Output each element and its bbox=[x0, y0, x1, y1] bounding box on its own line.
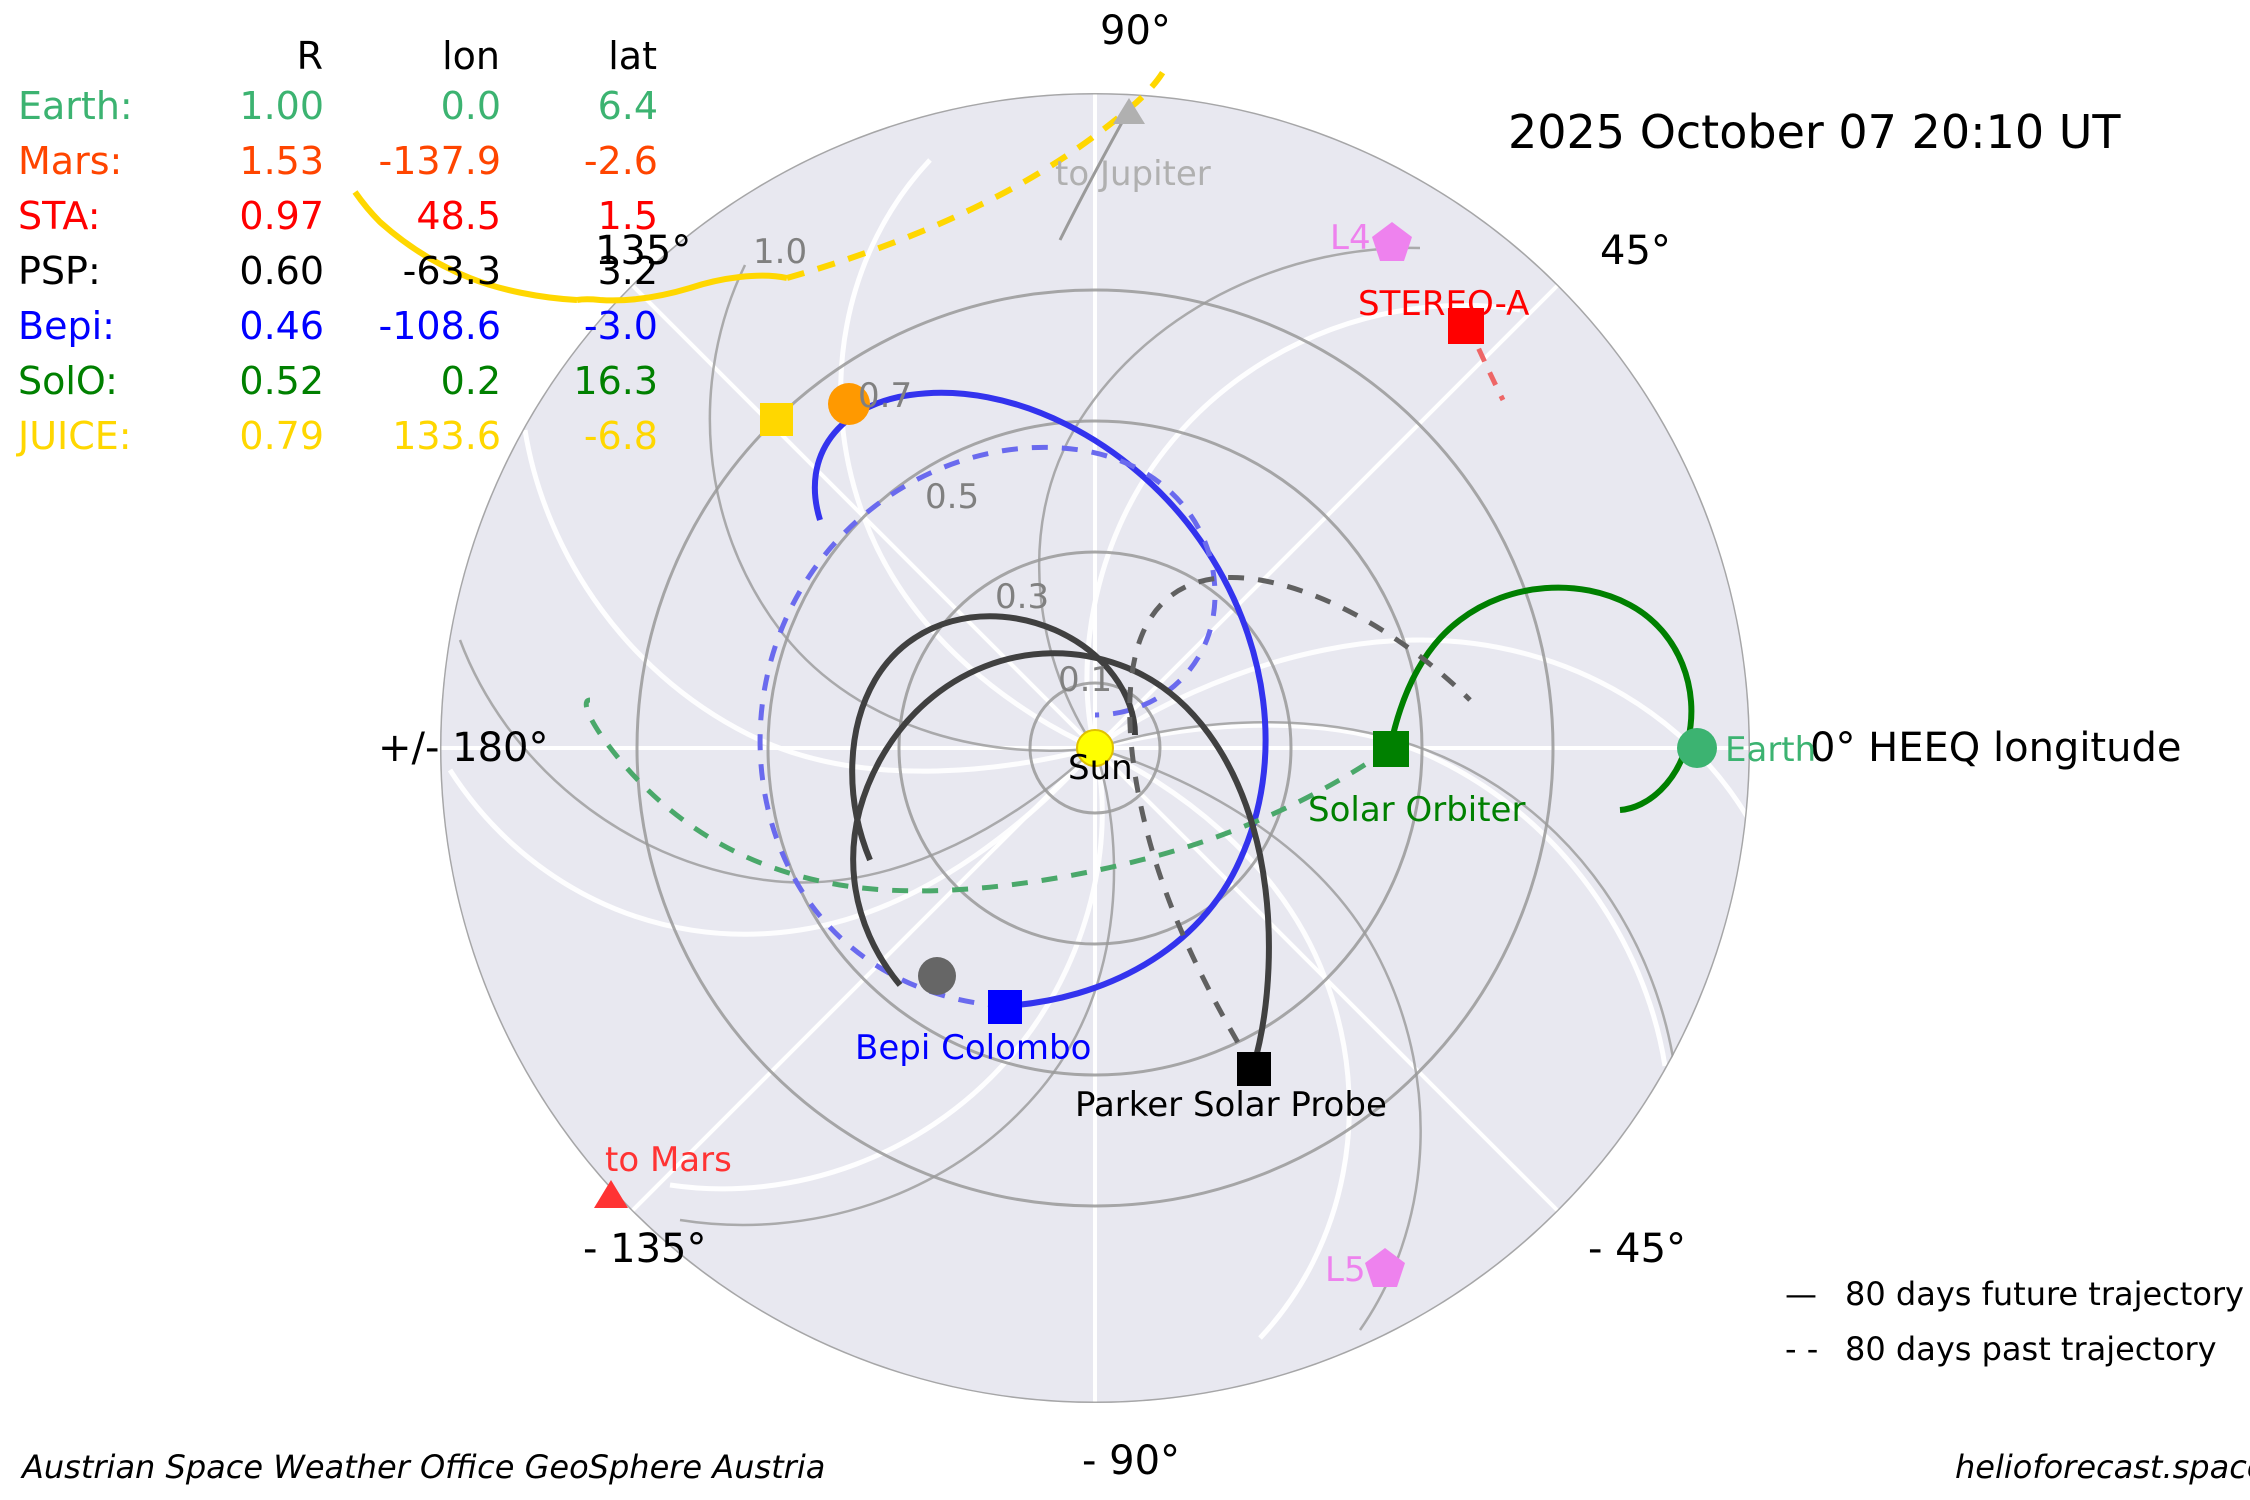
stereo-a-marker[interactable] bbox=[1448, 308, 1484, 344]
bepi-colombo-marker[interactable] bbox=[988, 990, 1022, 1024]
footer-right: helioforecast.space bbox=[1955, 1448, 2250, 1486]
position-table: R lon lat Earth: 1.00 0.0 6.4 Mars: 1.53… bbox=[18, 36, 658, 464]
juice-trajectory bbox=[352, 70, 1166, 304]
psp-trajectory bbox=[849, 575, 1472, 1070]
radius-tick-0.3: 0.3 bbox=[995, 577, 1050, 617]
angle-label-minus45: - 45° bbox=[1588, 1226, 1687, 1272]
row-r: 0.60 bbox=[239, 249, 324, 293]
angle-label-90: 90° bbox=[1100, 8, 1171, 54]
sun-label: Sun bbox=[1068, 748, 1133, 788]
stereo-a-label: STEREO-A bbox=[1358, 284, 1530, 324]
jupiter-direction-marker[interactable] bbox=[1113, 98, 1145, 124]
l4-marker[interactable] bbox=[1372, 222, 1412, 261]
earth-marker[interactable] bbox=[1677, 728, 1717, 768]
table-row: JUICE: 0.79 133.6 -6.8 bbox=[18, 409, 658, 464]
row-lat: 1.5 bbox=[597, 194, 658, 238]
legend-past-label: 80 days past trajectory bbox=[1845, 1330, 2217, 1368]
solo-future-path bbox=[1387, 584, 1695, 813]
row-lon: 48.5 bbox=[416, 194, 501, 238]
angle-label-minus135: - 135° bbox=[583, 1226, 707, 1272]
radius-tick-0.5: 0.5 bbox=[925, 477, 980, 517]
mercury-marker[interactable] bbox=[918, 957, 956, 995]
table-row: STA: 0.97 48.5 1.5 bbox=[18, 189, 658, 244]
position-table-grid: R lon lat Earth: 1.00 0.0 6.4 Mars: 1.53… bbox=[18, 36, 658, 464]
mars-proxy-marker[interactable] bbox=[828, 383, 870, 425]
bepi-trajectory bbox=[757, 389, 1269, 1009]
psp-label: Parker Solar Probe bbox=[1075, 1085, 1387, 1125]
row-lon: -137.9 bbox=[378, 139, 502, 183]
row-name: Mars: bbox=[18, 139, 123, 183]
header-lat: lat bbox=[608, 34, 657, 78]
row-lon: 133.6 bbox=[392, 414, 501, 458]
row-lon: 0.2 bbox=[440, 359, 501, 403]
juice-future-path bbox=[352, 190, 578, 303]
radius-tick-0.7: 0.7 bbox=[858, 376, 913, 416]
row-lat: 16.3 bbox=[573, 359, 658, 403]
row-lon: -63.3 bbox=[402, 249, 501, 293]
table-row: Bepi: 0.46 -108.6 -3.0 bbox=[18, 299, 658, 354]
solar-orbiter-label: Solar Orbiter bbox=[1308, 790, 1526, 830]
legend-future-dash: — bbox=[1785, 1275, 1817, 1313]
angle-label-180: +/- 180° bbox=[378, 725, 549, 771]
table-row: PSP: 0.60 -63.3 3.2 bbox=[18, 244, 658, 299]
row-lat: -2.6 bbox=[583, 139, 658, 183]
l5-marker[interactable] bbox=[1365, 1248, 1405, 1287]
legend-past-dash: - - bbox=[1785, 1330, 1819, 1368]
row-name: Bepi: bbox=[18, 304, 115, 348]
juice-past-path bbox=[786, 70, 1166, 281]
psp-marker[interactable] bbox=[1237, 1052, 1271, 1086]
row-lat: 3.2 bbox=[597, 249, 658, 293]
earth-label: Earth bbox=[1725, 730, 1817, 770]
row-name: SolO: bbox=[18, 359, 118, 403]
psp-future-path bbox=[850, 650, 1272, 1069]
radius-tick-0.1: 0.1 bbox=[1058, 660, 1113, 700]
l4-label: L4 bbox=[1330, 218, 1371, 258]
table-row: Earth: 1.00 0.0 6.4 bbox=[18, 79, 658, 134]
table-body: Earth: 1.00 0.0 6.4 Mars: 1.53 -137.9 -2… bbox=[18, 79, 658, 464]
angle-label-135: 135° bbox=[595, 228, 692, 274]
table-header-row: R lon lat bbox=[18, 36, 658, 79]
juice-marker[interactable] bbox=[760, 403, 793, 436]
row-name: PSP: bbox=[18, 249, 101, 293]
row-r: 0.52 bbox=[239, 359, 324, 403]
row-name: JUICE: bbox=[18, 414, 132, 458]
table-row: SolO: 0.52 0.2 16.3 bbox=[18, 354, 658, 409]
row-r: 0.79 bbox=[239, 414, 324, 458]
row-r: 1.53 bbox=[239, 139, 324, 183]
angle-label-45: 45° bbox=[1600, 228, 1671, 274]
psp-future-path-2 bbox=[849, 613, 1138, 862]
header-r: R bbox=[296, 34, 323, 78]
row-lat: -6.8 bbox=[583, 414, 658, 458]
l5-label: L5 bbox=[1325, 1250, 1366, 1290]
juice-future-path-2 bbox=[576, 272, 788, 304]
row-lat: -3.0 bbox=[583, 304, 658, 348]
row-lon: 0.0 bbox=[440, 84, 501, 128]
header-lon: lon bbox=[442, 34, 500, 78]
row-r: 1.00 bbox=[239, 84, 324, 128]
bepi-past-path bbox=[757, 444, 1218, 1009]
legend-future-label: 80 days future trajectory bbox=[1845, 1275, 2244, 1313]
jupiter-direction-label: to Jupiter bbox=[1055, 154, 1211, 194]
page-title: 2025 October 07 20:10 UT bbox=[1508, 105, 2121, 159]
angle-label-minus90: - 90° bbox=[1082, 1438, 1181, 1484]
bepi-label: Bepi Colombo bbox=[855, 1028, 1092, 1068]
row-lon: -108.6 bbox=[378, 304, 502, 348]
mars-direction-label: to Mars bbox=[605, 1140, 732, 1180]
footer-left: Austrian Space Weather Office GeoSphere … bbox=[22, 1448, 826, 1486]
header-blank bbox=[18, 36, 172, 79]
sun-marker[interactable] bbox=[1076, 729, 1114, 767]
grid-group bbox=[440, 93, 1750, 1403]
row-r: 0.97 bbox=[239, 194, 324, 238]
longitude-axis-label: 0° HEEQ longitude bbox=[1810, 725, 2182, 771]
radius-tick-1.0: 1.0 bbox=[753, 232, 808, 272]
row-name: Earth: bbox=[18, 84, 133, 128]
row-name: STA: bbox=[18, 194, 101, 238]
row-lat: 6.4 bbox=[597, 84, 658, 128]
table-row: Mars: 1.53 -137.9 -2.6 bbox=[18, 134, 658, 189]
mars-direction-marker[interactable] bbox=[594, 1180, 628, 1208]
solar-orbiter-marker[interactable] bbox=[1373, 731, 1409, 767]
row-r: 0.46 bbox=[239, 304, 324, 348]
